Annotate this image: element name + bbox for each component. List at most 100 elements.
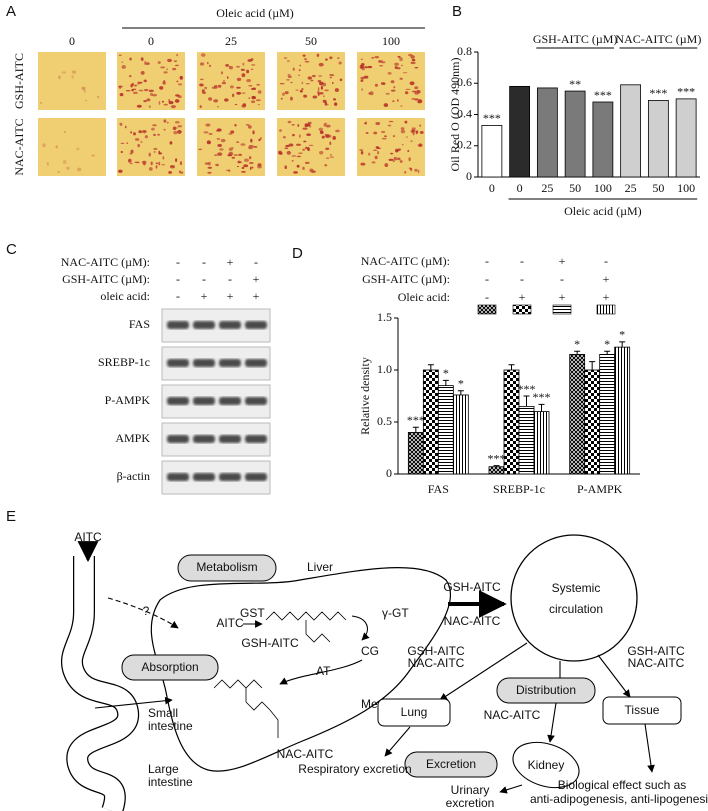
lipid-droplet bbox=[278, 151, 283, 155]
lipid-droplet bbox=[200, 53, 206, 57]
lipid-droplet bbox=[332, 136, 336, 140]
lipid-droplet bbox=[162, 81, 166, 85]
lipid-droplet bbox=[166, 68, 169, 71]
bar bbox=[509, 85, 531, 178]
treatment-mark: + bbox=[603, 290, 610, 304]
significance: * bbox=[443, 366, 449, 380]
label: Systemic bbox=[552, 581, 601, 595]
lipid-droplet bbox=[169, 141, 173, 145]
bar bbox=[584, 369, 601, 475]
lipid-droplet bbox=[284, 147, 289, 150]
lipid-droplet bbox=[130, 131, 133, 134]
lipid-droplet bbox=[129, 152, 133, 155]
lipid-droplet bbox=[252, 145, 258, 148]
label: GSH-AITC bbox=[241, 636, 299, 650]
lipid-droplet bbox=[399, 57, 403, 62]
lipid-droplet bbox=[360, 151, 364, 155]
lipid-droplet bbox=[329, 154, 333, 156]
lipid-droplet bbox=[248, 97, 251, 100]
lipid-droplet bbox=[143, 163, 146, 166]
column-label: 25 bbox=[225, 34, 237, 48]
label: Metabolism bbox=[196, 560, 257, 574]
lipid-droplet bbox=[243, 158, 250, 163]
label: Respiratory excretion bbox=[298, 762, 411, 776]
liver-outline bbox=[150, 567, 452, 772]
lipid-droplet bbox=[401, 64, 403, 67]
lipid-droplet bbox=[62, 159, 67, 164]
lipid-droplet bbox=[175, 158, 178, 162]
lipid-droplet bbox=[325, 122, 327, 125]
lipid-droplet bbox=[301, 88, 304, 90]
panel-e-diagram: AITC Metabolism Liver AITC GST GSH-AITC … bbox=[61, 530, 708, 811]
label: GSH-AITC bbox=[627, 644, 685, 658]
lipid-droplet bbox=[307, 76, 313, 80]
lipid-droplet bbox=[172, 67, 177, 71]
lipid-droplet bbox=[76, 167, 82, 172]
lipid-droplet bbox=[388, 158, 394, 161]
label: anti-adipogenesis, anti-lipogenesis bbox=[530, 792, 708, 806]
error-bar bbox=[604, 350, 611, 355]
lipid-droplet bbox=[130, 83, 133, 88]
significance: * bbox=[604, 337, 610, 351]
nac-structure bbox=[213, 679, 263, 689]
lipid-droplet bbox=[118, 85, 124, 88]
bar bbox=[564, 90, 586, 178]
lipid-droplet bbox=[292, 67, 295, 71]
lipid-droplet bbox=[163, 71, 168, 74]
lipid-droplet bbox=[379, 65, 384, 67]
lipid-droplet bbox=[325, 157, 330, 159]
lipid-droplet bbox=[363, 122, 367, 125]
lipid-droplet bbox=[129, 162, 133, 165]
significance: *** bbox=[594, 88, 612, 102]
label: NAC-AITC bbox=[277, 747, 334, 761]
lipid-droplet bbox=[319, 92, 324, 95]
lipid-droplet bbox=[293, 171, 299, 174]
lipid-droplet bbox=[163, 128, 166, 131]
lipid-droplet bbox=[296, 143, 301, 146]
lipid-droplet bbox=[124, 125, 127, 129]
lipid-droplet bbox=[380, 61, 386, 64]
column-label: 0 bbox=[69, 34, 75, 48]
label: Lung bbox=[401, 705, 428, 719]
lipid-droplet bbox=[134, 84, 138, 87]
lipid-droplet bbox=[360, 58, 363, 60]
treatment-label: Oleic acid: bbox=[398, 290, 450, 304]
lipid-droplet bbox=[396, 67, 401, 70]
label: AITC bbox=[74, 530, 102, 544]
y-tick-label: 0.6 bbox=[457, 75, 472, 89]
lipid-droplet bbox=[407, 149, 410, 152]
lipid-droplet bbox=[222, 80, 226, 82]
lipid-droplet bbox=[291, 160, 294, 162]
lipid-droplet bbox=[360, 162, 366, 166]
lipid-droplet bbox=[226, 76, 229, 79]
lipid-droplet bbox=[411, 128, 416, 133]
lipid-droplet bbox=[317, 87, 320, 92]
lipid-droplet bbox=[291, 155, 297, 157]
lipid-droplet bbox=[399, 77, 403, 80]
lipid-droplet bbox=[134, 138, 140, 141]
y-tick-label: 0.4 bbox=[457, 106, 472, 120]
treatment-mark: + bbox=[253, 272, 260, 286]
protein-label: AMPK bbox=[115, 431, 150, 445]
x-tick-label: 100 bbox=[677, 181, 695, 195]
blot-band bbox=[219, 359, 241, 367]
lipid-droplet bbox=[380, 59, 384, 62]
label: Biological effect such as bbox=[558, 778, 687, 792]
lipid-droplet bbox=[392, 135, 396, 137]
panel-label: E bbox=[6, 508, 16, 525]
lipid-droplet bbox=[179, 75, 183, 80]
lipid-droplet bbox=[299, 89, 303, 93]
tissue-box bbox=[602, 696, 682, 725]
lipid-droplet bbox=[310, 79, 314, 82]
lipid-droplet bbox=[144, 60, 147, 65]
error-bar bbox=[589, 361, 596, 370]
lipid-droplet bbox=[137, 81, 140, 85]
lipid-droplet bbox=[404, 91, 409, 95]
lipid-droplet bbox=[220, 138, 226, 143]
lipid-droplet bbox=[128, 74, 132, 78]
lipid-droplet bbox=[411, 127, 416, 130]
panel-d: 0 0.5 1.0 1.5 Relative density NAC-AITC (µM):… bbox=[358, 254, 640, 496]
lipid-droplet bbox=[206, 61, 209, 65]
lipid-droplet bbox=[304, 123, 309, 128]
bar bbox=[620, 84, 642, 178]
